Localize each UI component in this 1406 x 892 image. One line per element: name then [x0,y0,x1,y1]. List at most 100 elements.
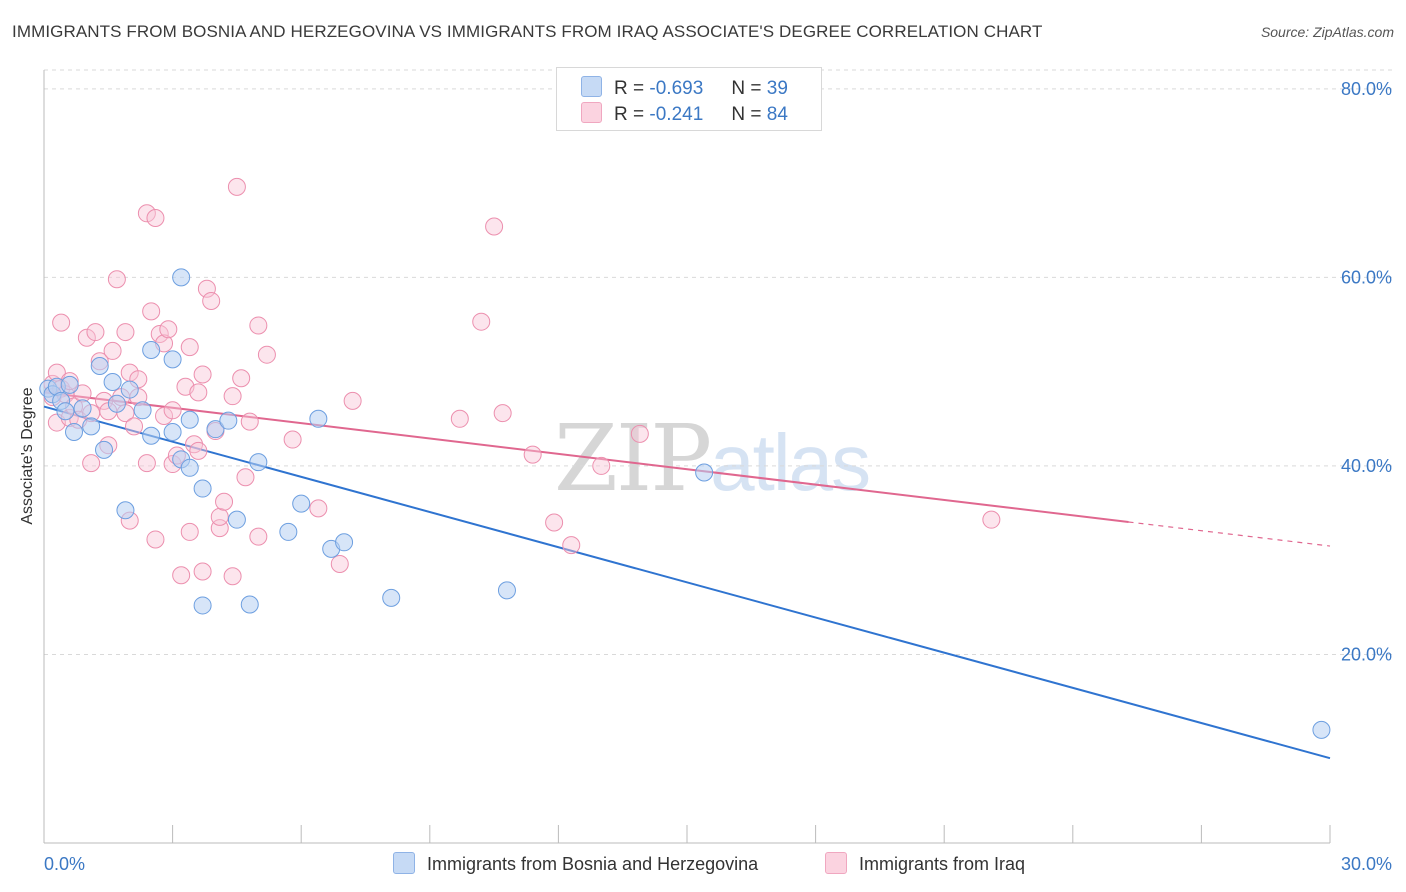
x-tick-label: 0.0% [44,854,85,874]
stats-legend: R = -0.693 N = 39 R = -0.241 N = 84 [556,67,822,131]
iraq-point [343,391,362,410]
iraq-point [193,562,212,581]
bosnia-point [103,373,122,392]
bosnia-point [180,458,199,477]
bosnia-point [279,522,298,541]
iraq-point [86,323,105,342]
iraq-point [330,554,349,573]
bosnia-point [227,510,246,529]
y-tick-label: 80.0% [1341,79,1392,99]
iraq-point [150,324,169,343]
bosnia-point [172,268,191,287]
iraq-point [485,217,504,236]
iraq-point [189,383,208,402]
legend-r-value-iraq: -0.241 [649,104,704,125]
iraq-point [592,456,611,475]
legend-n-value-bosnia: 39 [766,78,788,99]
legend-n-label: N = [731,104,762,125]
bosnia-point [60,375,79,394]
iraq-point [52,313,71,332]
iraq-point [146,209,165,228]
legend-swatch-iraq [581,102,602,123]
bosnia-point [142,340,161,359]
bosnia-point [116,501,135,520]
bosnia-point [142,426,161,445]
bosnia-point [163,350,182,369]
series-label-bosnia: Immigrants from Bosnia and Herzegovina [427,854,759,874]
iraq-point [163,401,182,420]
iraq-point [202,291,221,310]
iraq-point [137,454,156,473]
iraq-point [180,338,199,357]
iraq-point [232,369,251,388]
bosnia-point [695,463,714,482]
bosnia-point [240,595,259,614]
bosnia-point [133,401,152,420]
iraq-point [125,417,144,436]
bosnia-point [65,422,84,441]
tick-layer: 20.0% 40.0% 60.0% 80.0% 0.0% 30.0% [44,79,1392,874]
iraq-point [116,323,135,342]
iraq-point [257,345,276,364]
iraq-point [180,522,199,541]
iraq-point [77,328,96,347]
iraq-point [142,302,161,321]
iraq-point [155,406,174,425]
iraq-point [210,507,229,526]
iraq-trend-line [43,391,1129,523]
bosnia-point [107,394,126,413]
iraq-point [227,177,246,196]
iraq-point [309,499,328,518]
bosnia-point [120,380,139,399]
iraq-point [103,341,122,360]
bosnia-point [292,494,311,513]
bosnia-point [163,422,182,441]
iraq-point [472,312,491,331]
bosnia-point [219,411,238,430]
legend-n-label: N = [731,78,762,99]
bosnia-point [90,357,109,376]
y-tick-label: 60.0% [1341,267,1392,287]
watermark-atlas: atlas [710,418,871,507]
iraq-point [215,492,234,511]
iraq-point [240,412,259,431]
bosnia-point [193,479,212,498]
y-tick-label: 40.0% [1341,456,1392,476]
iraq-point [159,320,178,339]
watermark-zip: ZIP [554,405,712,512]
zipatlas-watermark: ZIPatlas [554,405,871,512]
chart-source: Source: ZipAtlas.com [1260,24,1394,40]
series-legend-bosnia: Immigrants from Bosnia and Herzegovina [393,852,758,875]
bosnia-point [309,409,328,428]
iraq-point [236,468,255,487]
bosnia-point [335,533,354,552]
iraq-point [982,510,1001,529]
iraq-point [562,536,581,555]
axis-layer [43,70,1331,844]
legend-swatch-bosnia [581,76,602,97]
iraq-trend-line-extension [1128,521,1331,547]
iraq-point [189,441,208,460]
grid-layer [44,69,1392,655]
series-label-iraq: Immigrants from Iraq [859,854,1026,874]
iraq-point [249,316,268,335]
legend-r-label: R = [614,78,645,99]
iraq-point [545,513,564,532]
iraq-point [223,567,242,586]
iraq-point [223,387,242,406]
legend-r-label: R = [614,104,645,125]
legend-row-bosnia: R = -0.693 N = 39 [581,76,788,100]
bosnia-point [56,402,75,421]
chart-title: IMMIGRANTS FROM BOSNIA AND HERZEGOVINA V… [12,22,1043,41]
legend-row-iraq: R = -0.241 N = 84 [581,102,788,126]
legend-r-value-bosnia: -0.693 [649,78,704,99]
series-swatch-bosnia [393,852,415,874]
iraq-point [249,527,268,546]
y-tick-label: 20.0% [1341,644,1392,664]
iraq-point [137,204,156,223]
iraq-point [107,270,126,289]
iraq-point [450,409,469,428]
iraq-point [630,424,649,443]
iraq-point [493,404,512,423]
